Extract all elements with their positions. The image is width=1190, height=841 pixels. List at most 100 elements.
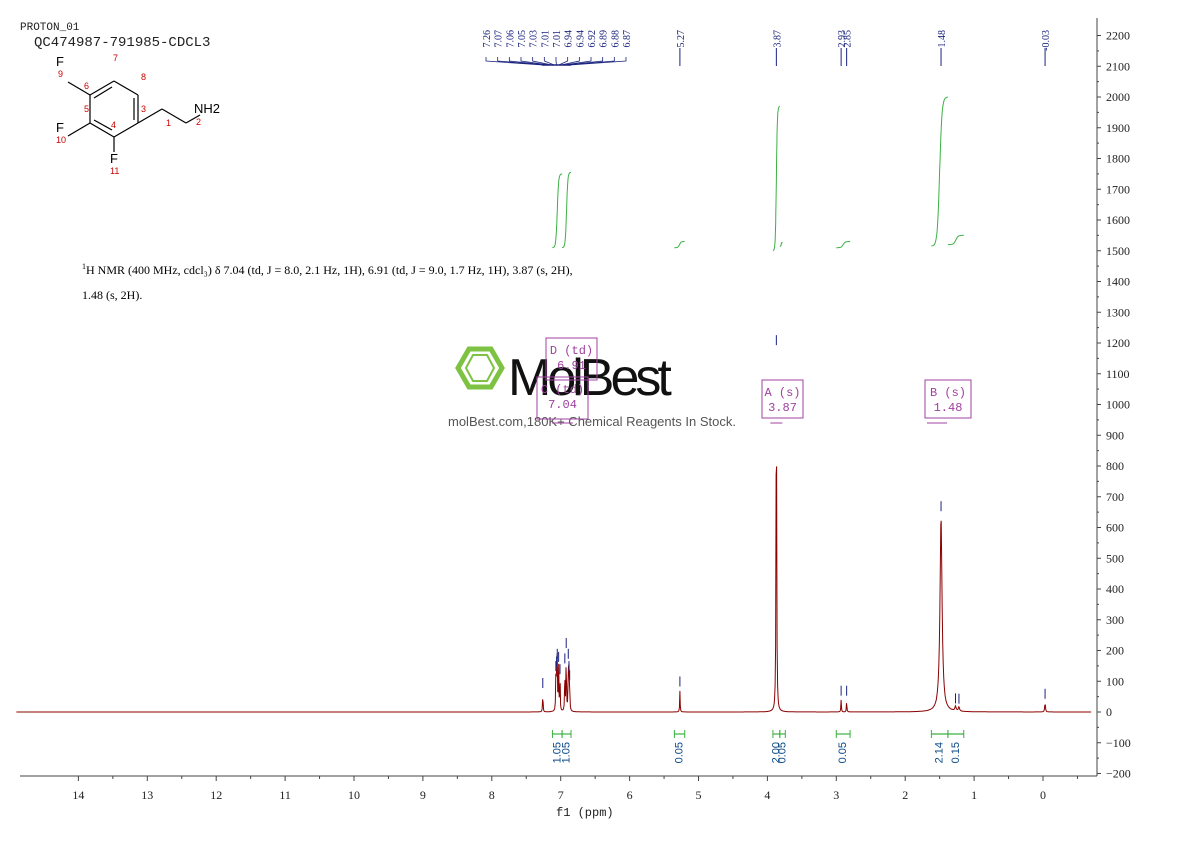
x-tick-label: 0	[1040, 788, 1046, 802]
integral-curve	[779, 242, 783, 247]
peak-label-leader	[569, 57, 627, 66]
y-tick-label: 1700	[1106, 182, 1130, 196]
x-tick-label: 8	[489, 788, 495, 802]
description-line-1: H NMR (400 MHz, cdcl₃) δ 7.04 (td, J = 8…	[86, 263, 573, 277]
y-tick-label: 1600	[1106, 213, 1130, 227]
integral-curve	[772, 105, 780, 252]
y-tick-label: 900	[1106, 428, 1124, 442]
integral-curve	[947, 234, 964, 246]
spectrum-trace	[16, 466, 1092, 713]
y-tick-label: 2100	[1106, 59, 1130, 73]
peak-shift-label: 7.01	[552, 30, 563, 48]
x-tick-label: 14	[72, 788, 84, 802]
atom-number: 8	[141, 72, 146, 82]
y-tick-label: 700	[1106, 490, 1124, 504]
y-tick-label: 1300	[1106, 305, 1130, 319]
multiplet-box	[924, 379, 972, 419]
multiplet-label: A (s)	[764, 386, 800, 400]
y-tick-label: 800	[1106, 459, 1124, 473]
peak-shift-label: 3.87	[772, 30, 783, 48]
y-tick-label: 2000	[1106, 90, 1130, 104]
x-tick-label: 11	[279, 788, 291, 802]
integration-group: 1.051.05 0.05 2.000.05 0.05 2.14 0.15	[551, 730, 965, 763]
peak-shift-label: 7.05	[517, 30, 528, 48]
peak-shift-label: 2.85	[843, 30, 854, 48]
peak-shift-label: 2.93	[837, 30, 848, 48]
peak-label-leader	[485, 57, 544, 66]
multiplet-shift: 1.48	[934, 401, 963, 415]
atom-number: 11	[110, 166, 119, 176]
multiplet-shift: 7.04	[548, 398, 577, 412]
multiplet-shift: 3.87	[768, 401, 797, 415]
integration-value: 0.05	[674, 742, 686, 763]
integration-value: 0.15	[950, 742, 962, 763]
experiment-name: PROTON_01	[20, 22, 80, 34]
integral-curve-group	[552, 96, 964, 252]
y-tick-label: 100	[1106, 674, 1124, 688]
atom-symbol: F	[56, 120, 64, 135]
atom-number: 5	[84, 104, 89, 114]
peak-shift-label: 7.26	[482, 30, 493, 48]
peak-shift-label: 6.94	[575, 30, 586, 48]
peak-shift-label: -0.03	[1041, 30, 1052, 51]
x-tick-label: 5	[696, 788, 702, 802]
atom-number: 2	[196, 117, 201, 127]
sample-name: QC474987-791985-CDCL3	[34, 35, 210, 51]
peak-shift-label: 7.07	[494, 30, 505, 48]
molbest-watermark: MolBest molBest.com,180K+ Chemical Reage…	[448, 346, 736, 429]
atom-number: 6	[84, 81, 89, 91]
integration-value: 0.05	[777, 742, 789, 763]
peak-label-leader	[558, 57, 569, 66]
x-tick-label: 1	[971, 788, 977, 802]
y-tick-label: 1000	[1106, 398, 1130, 412]
peak-label-leader	[508, 57, 548, 66]
integral-curve	[931, 96, 949, 247]
integration-value: 0.05	[837, 742, 849, 763]
integral-curve	[562, 171, 572, 249]
peak-shift-label: 6.89	[599, 30, 610, 48]
multiplet-label: D (td)	[550, 344, 593, 358]
watermark-brand: MolBest	[508, 349, 672, 407]
y-tick-label: 200	[1106, 644, 1124, 658]
x-tick-label: 13	[141, 788, 153, 802]
y-tick-label: 300	[1106, 613, 1124, 627]
peak-label-group: 7.26 7.07 7.06 7.05 7.03 7.01 7.01 6.94 6.94 6.92…	[482, 30, 1052, 66]
y-tick-label: 500	[1106, 551, 1124, 565]
x-tick-label: 9	[420, 788, 426, 802]
atom-number: 10	[56, 135, 66, 145]
multiplet-label: B (s)	[930, 386, 966, 400]
y-tick-label: 0	[1106, 705, 1112, 719]
x-axis-title: f1 (ppm)	[556, 806, 614, 820]
atom-number: 1	[166, 118, 171, 128]
peak-label-leader	[543, 57, 555, 66]
y-tick-label: 1900	[1106, 121, 1130, 135]
integral-curve	[836, 241, 851, 249]
description-line-2: 1.48 (s, 2H).	[82, 288, 142, 302]
integration-value: 2.00	[770, 742, 782, 763]
y-tick-label: 1200	[1106, 336, 1130, 350]
peak-shift-label: 5.27	[676, 30, 687, 48]
peak-shift-label: 7.01	[540, 30, 551, 48]
multiplet-label: C (td)	[541, 383, 584, 397]
peak-shift-label: 1.48	[937, 30, 948, 48]
integration-value: 1.05	[561, 742, 573, 763]
peak-label-leader	[555, 57, 557, 66]
multiplet-box-group: D (td)6.91 C (td)7.04 A (s)3.87 B (s)1.48	[536, 337, 972, 424]
y-tick-label: 400	[1106, 582, 1124, 596]
x-tick-label: 3	[833, 788, 839, 802]
y-tick-label: 1100	[1106, 367, 1130, 381]
axis-ticks: 14 13 12 11 10 9 8 7 6 5 4 3 2 1 022002100200019001800…	[72, 29, 1130, 803]
integral-curve	[674, 241, 685, 249]
peak-shift-label: 6.87	[622, 30, 633, 48]
atom-number: 3	[141, 104, 146, 114]
molbest-logo-icon	[455, 346, 505, 390]
spectrum-group	[16, 335, 1092, 713]
atom-symbol: F	[110, 151, 118, 166]
x-tick-label: 6	[627, 788, 633, 802]
atom-number: 7	[113, 53, 118, 63]
x-tick-label: 10	[348, 788, 360, 802]
watermark-tagline: molBest.com,180K+ Chemical Reagents In S…	[448, 414, 736, 429]
multiplet-box	[545, 337, 598, 381]
peak-label-leader	[532, 57, 553, 66]
